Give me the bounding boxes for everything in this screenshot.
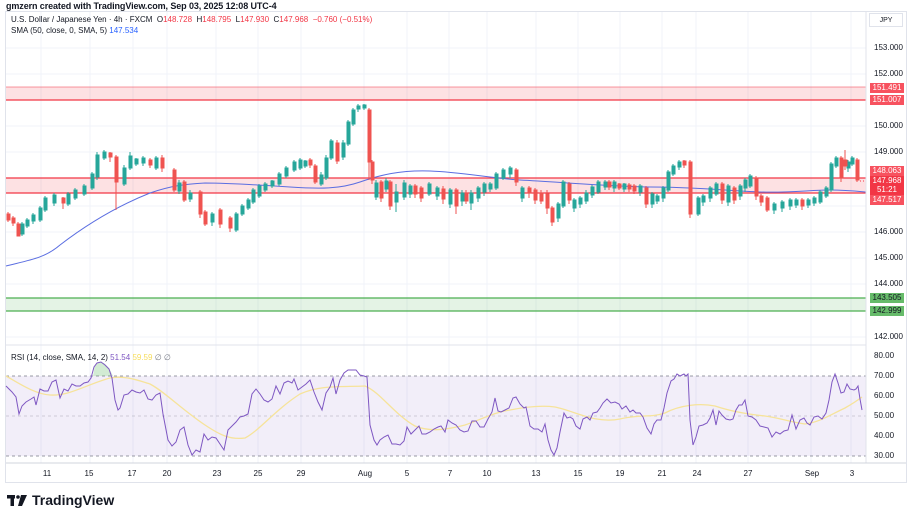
price-legend: U.S. Dollar / Japanese Yen · 4h · FXCM O… (11, 14, 372, 36)
time-tick: 23 (212, 469, 222, 478)
currency-button[interactable]: JPY (869, 13, 903, 27)
price-tick: 153.000 (874, 43, 903, 52)
rsi-value: 51.54 (110, 353, 131, 362)
time-tick: 17 (127, 469, 137, 478)
rsi-tick: 40.00 (874, 431, 895, 440)
time-tick: 24 (692, 469, 702, 478)
rsi-extra-1: ∅ (154, 353, 162, 362)
time-tick: 21 (657, 469, 667, 478)
symbol-line: U.S. Dollar / Japanese Yen · 4h · FXCM O… (11, 14, 372, 25)
rsi-legend[interactable]: RSI (14, close, SMA, 14, 2) 51.54 59.59 … (11, 353, 171, 362)
support-zone[interactable] (6, 297, 866, 312)
rsi-tick: 60.00 (874, 391, 895, 400)
time-tick: Sep (804, 469, 820, 478)
rsi-line (5, 361, 863, 457)
time-tick: 5 (404, 469, 410, 478)
chart-frame (5, 11, 907, 483)
last-price-tag: 147.968 51:21 (870, 176, 904, 195)
time-tick: 15 (84, 469, 94, 478)
time-tick: 10 (482, 469, 492, 478)
time-tick: 13 (531, 469, 541, 478)
ohlc-low: L147.930 (235, 15, 270, 24)
zone-bottom-tag: 147.517 (870, 195, 904, 205)
time-tick: 7 (447, 469, 453, 478)
sma-label: SMA (50, close, 0, SMA, 5) (11, 26, 108, 35)
resistance-zone[interactable] (6, 86, 866, 101)
price-change: −0.760 (−0.51%) (312, 15, 373, 24)
time-tick: 15 (573, 469, 583, 478)
time-tick: 19 (615, 469, 625, 478)
symbol-title[interactable]: U.S. Dollar / Japanese Yen · 4h · FXCM (11, 15, 153, 24)
price-tick: 146.000 (874, 227, 903, 236)
resistance-bottom-tag: 151.007 (870, 95, 904, 105)
support-top-tag: 143.505 (870, 293, 904, 303)
rsi-extra-2: ∅ (163, 353, 171, 362)
rsi-tick: 80.00 (874, 351, 895, 360)
time-tick: 20 (162, 469, 172, 478)
price-tick: 145.000 (874, 253, 903, 262)
zone-top-tag: 148.063 (870, 166, 904, 176)
time-tick: Aug (357, 469, 373, 478)
rsi-sma-value: 59.59 (132, 353, 153, 362)
price-tick: 149.000 (874, 147, 903, 156)
tradingview-logo-icon (7, 494, 27, 506)
time-tick: 3 (849, 469, 855, 478)
ohlc-high: H148.795 (196, 15, 232, 24)
price-candles (6, 104, 860, 237)
time-tick: 27 (743, 469, 753, 478)
time-tick: 11 (42, 469, 52, 478)
grid-horizontal (6, 47, 866, 338)
price-tick: 142.000 (874, 332, 903, 341)
price-tick: 150.000 (874, 121, 903, 130)
rsi-pane (5, 361, 866, 457)
time-tick: 25 (253, 469, 263, 478)
tradingview-brand[interactable]: TradingView (7, 492, 114, 508)
time-tick: 29 (296, 469, 306, 478)
price-tick: 144.000 (874, 279, 903, 288)
bar-countdown: 51:21 (876, 185, 898, 194)
chart-credit: gmzern created with TradingView.com, Sep… (6, 1, 277, 11)
ohlc-close: C147.968 (273, 15, 309, 24)
rsi-tick: 30.00 (874, 451, 895, 460)
rsi-tick: 70.00 (874, 371, 895, 380)
support-bottom-tag: 142.999 (870, 306, 904, 316)
tradingview-name: TradingView (32, 492, 115, 508)
rsi-tick: 50.00 (874, 411, 895, 420)
last-price-value: 147.968 (872, 176, 902, 185)
sma-value: 147.534 (109, 26, 139, 35)
resistance-top-tag: 151.491 (870, 83, 904, 93)
sma-line (5, 170, 867, 267)
ohlc-open: O148.728 (156, 15, 193, 24)
rsi-label: RSI (14, close, SMA, 14, 2) (11, 353, 108, 362)
price-tick: 152.000 (874, 69, 903, 78)
sma-legend[interactable]: SMA (50, close, 0, SMA, 5) 147.534 (11, 25, 372, 36)
